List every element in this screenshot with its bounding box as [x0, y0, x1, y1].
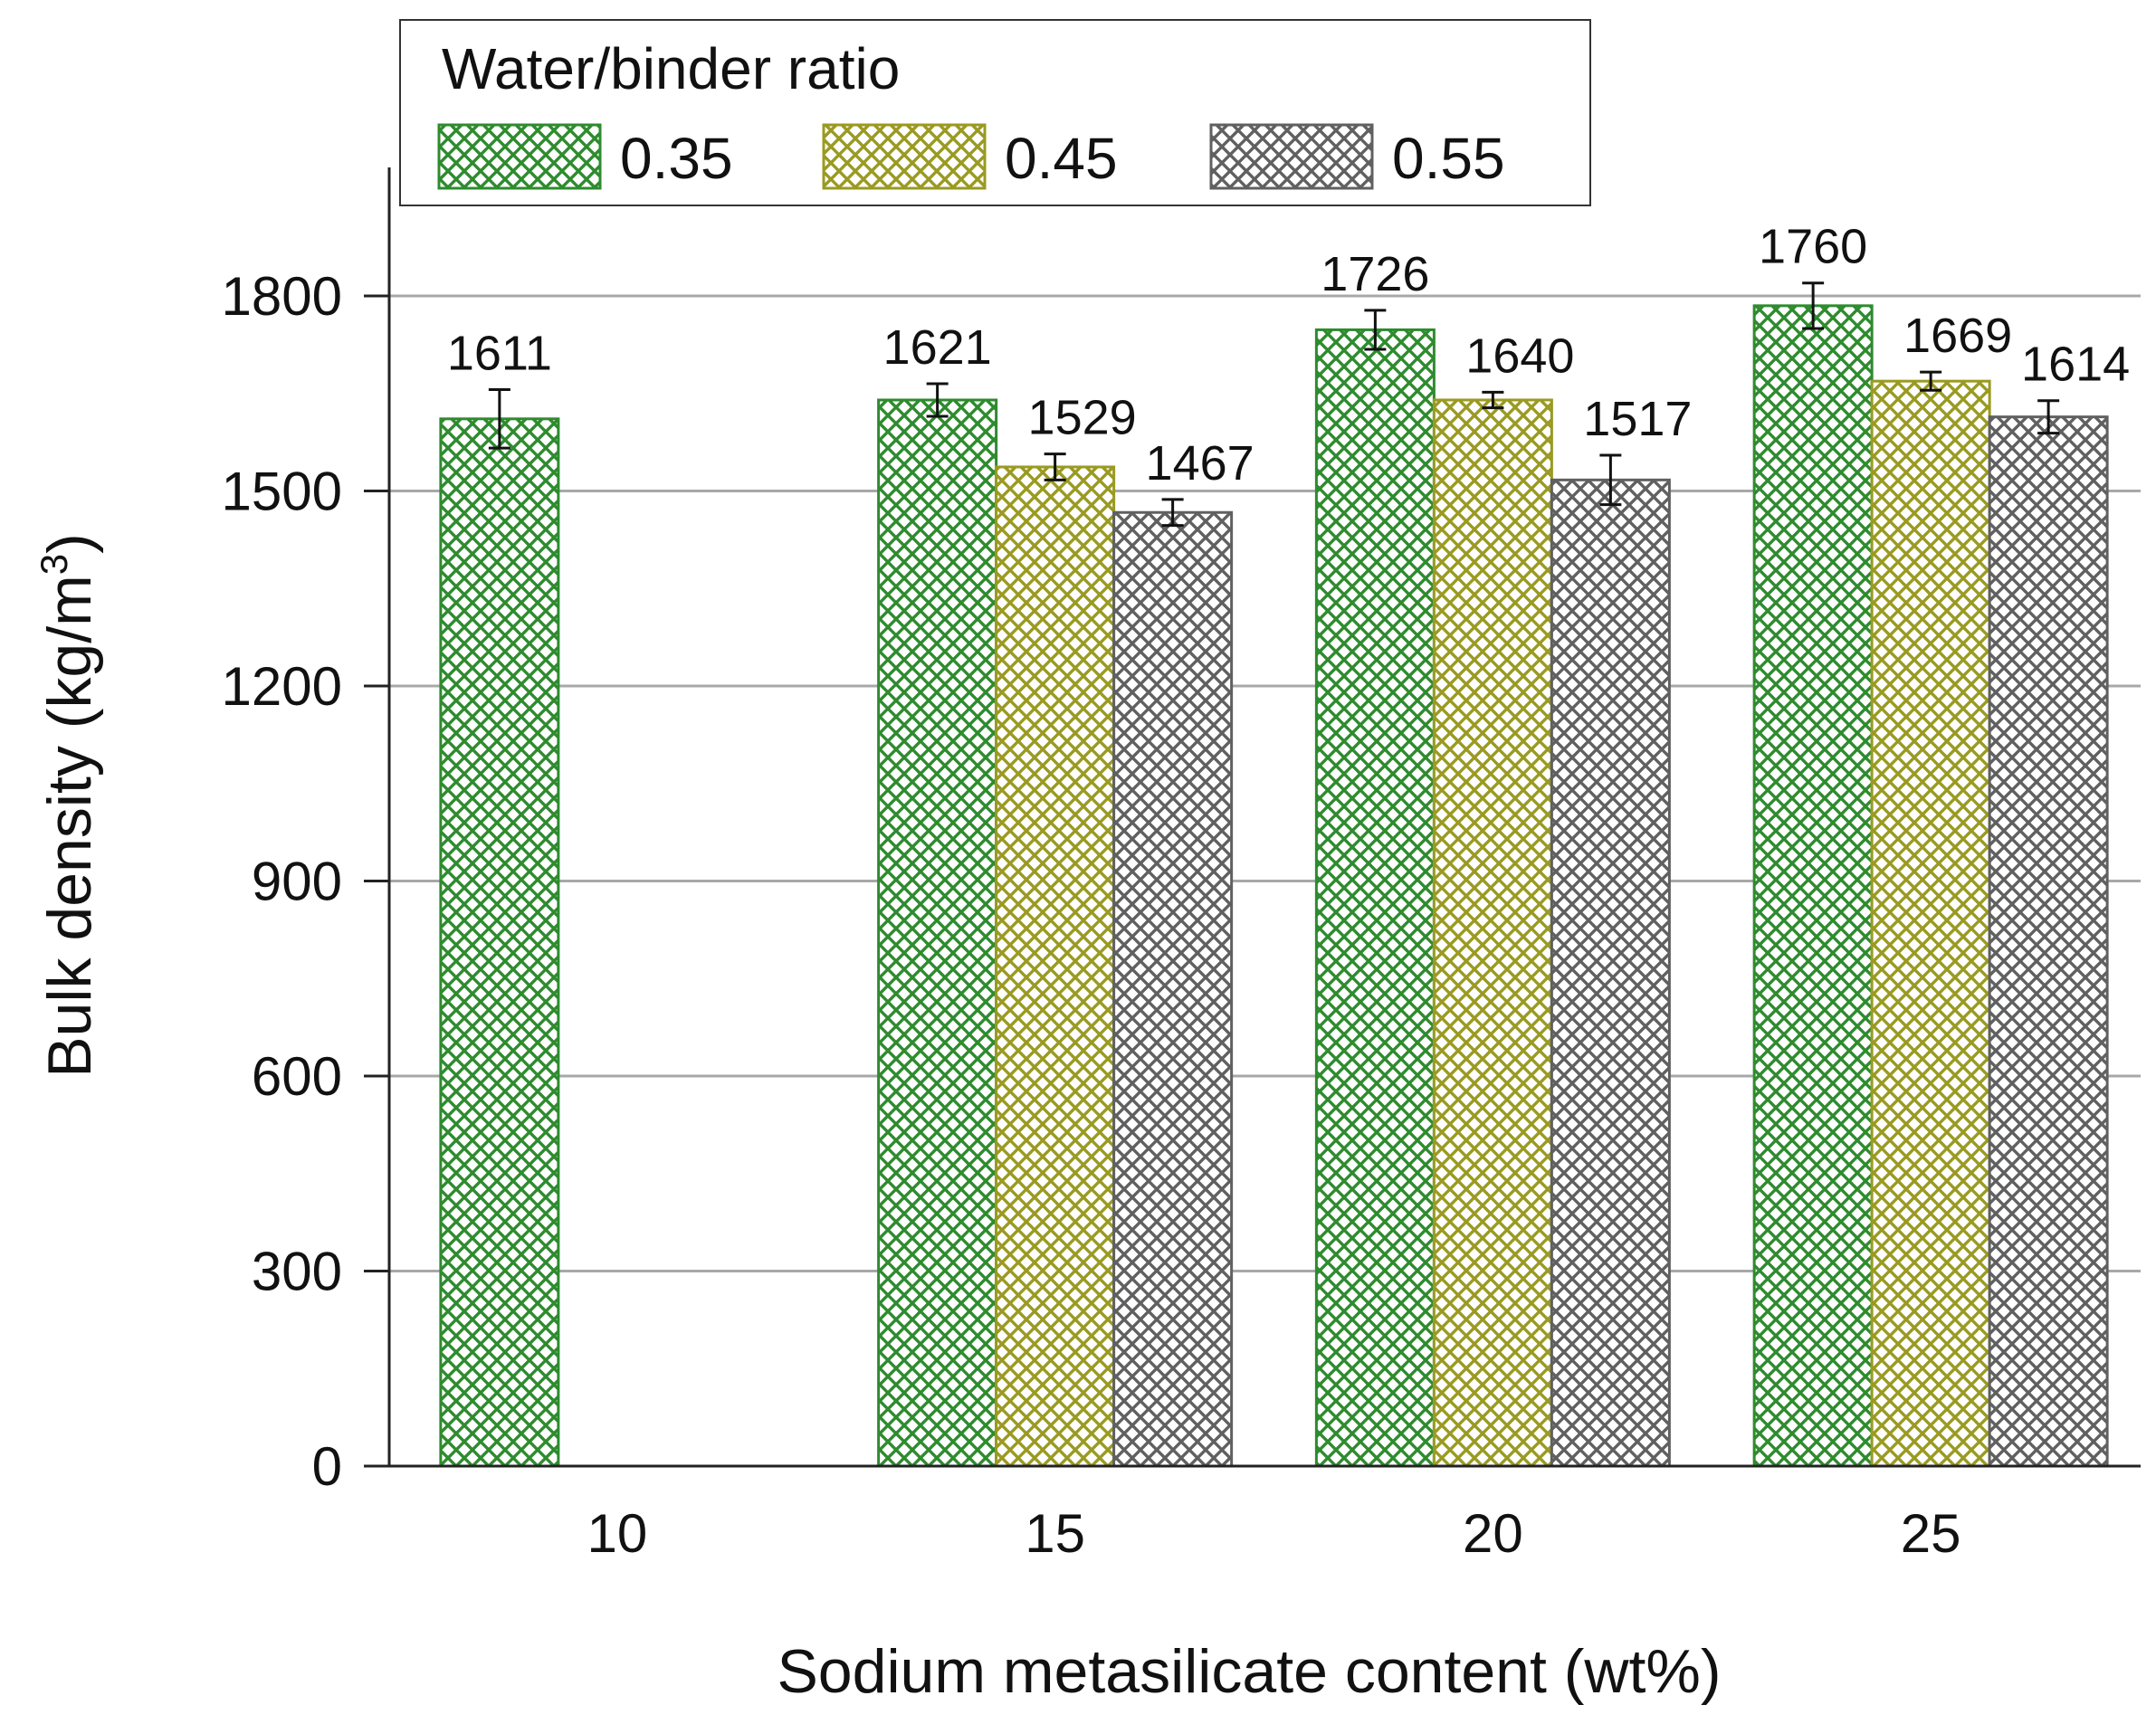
- bar-group: [439, 304, 2109, 1468]
- legend-label-0.35: 0.35: [620, 126, 733, 191]
- data-label: 1614: [2021, 338, 2130, 392]
- x-tick-label: 20: [1463, 1503, 1523, 1564]
- bar-0.45-20: [1432, 398, 1553, 1468]
- legend-items: 0.35 0.45 0.55: [437, 123, 1505, 191]
- legend-title: Water/binder ratio: [442, 36, 900, 101]
- data-label: 1640: [1465, 329, 1574, 383]
- x-tick-label: 25: [1901, 1503, 1961, 1564]
- error-bar-group: [488, 281, 2060, 528]
- y-tick-label: 900: [252, 852, 342, 912]
- y-tick-label: 600: [252, 1046, 342, 1107]
- bar-0.45-15: [995, 465, 1116, 1468]
- data-label: 1726: [1321, 247, 1429, 301]
- bar-0.55-15: [1112, 510, 1234, 1468]
- y-tick-label: 0: [312, 1436, 342, 1497]
- legend-swatch-0.35: [437, 123, 602, 190]
- y-tick-label: 1800: [222, 266, 342, 327]
- y-tick-label: 1500: [222, 462, 342, 522]
- data-label: 1621: [883, 320, 992, 375]
- legend-swatch-0.45: [822, 123, 987, 190]
- y-tick-label: 300: [252, 1242, 342, 1302]
- bar-0.55-20: [1550, 478, 1671, 1468]
- legend-label-0.45: 0.45: [1005, 126, 1118, 191]
- bar-0.35-20: [1314, 328, 1436, 1468]
- y-axis-ticks: 0 300 600 900 1200 1500 1800: [222, 266, 389, 1497]
- y-axis-title: Bulk density (kg/m3): [33, 533, 104, 1078]
- bar-0.45-25: [1870, 379, 1991, 1468]
- data-label: 1760: [1759, 220, 1867, 274]
- bar-0.55-25: [1988, 415, 2109, 1468]
- x-tick-label: 10: [587, 1503, 648, 1564]
- data-label: 1669: [1903, 309, 2012, 363]
- bar-0.35-25: [1752, 304, 1874, 1468]
- data-label: 1517: [1583, 392, 1692, 446]
- legend-swatch-0.55: [1209, 123, 1374, 190]
- y-axis-title-superscript: 3: [33, 554, 75, 575]
- y-tick-label: 1200: [222, 656, 342, 717]
- y-axis-title-main: Bulk density (kg/m: [35, 575, 104, 1078]
- bar-0.35-15: [877, 398, 998, 1468]
- y-axis-title-suffix: ): [35, 533, 104, 554]
- data-label: 1611: [447, 326, 552, 380]
- x-axis-title: Sodium metasilicate content (wt%): [777, 1637, 1721, 1706]
- bar-0.35-10: [439, 417, 560, 1468]
- legend-label-0.55: 0.55: [1392, 126, 1505, 191]
- data-label: 1529: [1028, 391, 1137, 445]
- x-axis-ticks: 10 15 20 25: [587, 1503, 1961, 1564]
- data-label: 1467: [1146, 436, 1254, 491]
- legend: Water/binder ratio 0.35 0.45 0.55: [399, 19, 1591, 206]
- x-tick-label: 15: [1025, 1503, 1085, 1564]
